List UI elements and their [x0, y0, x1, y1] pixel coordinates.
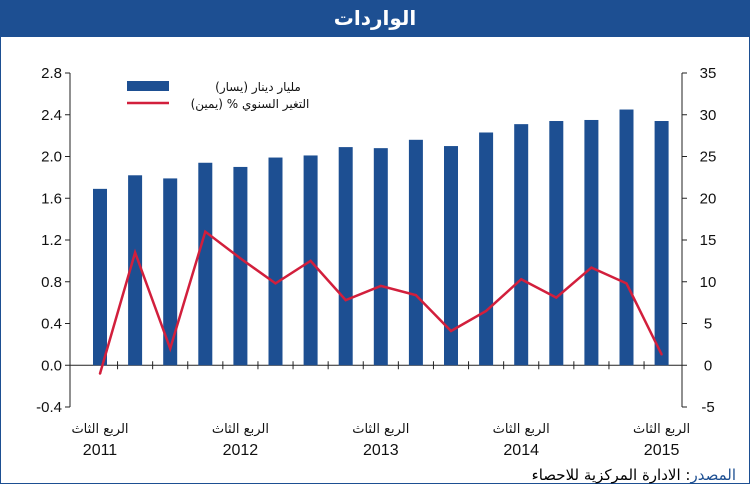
- left-tick-label: 2.4: [41, 107, 62, 124]
- line-point: [169, 347, 172, 350]
- chart-canvas: 2.82.42.01.61.20.80.40.0-0.4353025201510…: [36, 65, 716, 459]
- chart-legend: مليار دينار (يسار) التغير السنوي % (يمين): [127, 80, 309, 112]
- left-tick-label: 1.6: [41, 190, 62, 207]
- right-tick-label: -5: [701, 399, 714, 416]
- source-note: المصدر: الادارة المركزية للاحصاء: [532, 466, 736, 484]
- left-tick-label: -0.4: [36, 399, 62, 416]
- x-label-year: 2015: [644, 442, 680, 459]
- bar: [479, 132, 494, 366]
- right-tick-label: 35: [700, 65, 717, 82]
- bar: [654, 121, 669, 366]
- bar: [408, 139, 423, 366]
- x-label-quarter: الربع الثاث: [352, 422, 409, 437]
- x-axis-labels: الربع الثاث 2011 الربع الثاث 2012 الربع الثا…: [71, 422, 690, 459]
- line-point: [590, 266, 593, 269]
- bar: [373, 148, 388, 366]
- line-point: [660, 353, 663, 356]
- bar: [338, 147, 353, 366]
- left-tick-label: 2.8: [41, 65, 62, 82]
- line-point: [449, 329, 453, 333]
- left-tick-label: 0.8: [41, 274, 62, 291]
- chart-axes: 2.8 2.4 2.0 1.6 1.2 0.8 0.4 0.0 -0.4 35 30 25 20 15 10…: [36, 65, 716, 416]
- chart-title: الواردات: [333, 6, 417, 30]
- legend-line-label: التغير السنوي % (يمين): [191, 97, 310, 112]
- legend-bar-label: مليار دينار (يسار): [215, 80, 301, 95]
- right-tick-label: 5: [704, 316, 712, 333]
- x-label-quarter: الربع الثاث: [633, 422, 690, 437]
- line-point: [555, 296, 558, 299]
- left-tick-label: 1.2: [41, 232, 62, 249]
- line-point: [625, 282, 628, 285]
- x-label-quarter: الربع الثاث: [71, 422, 128, 437]
- right-tick-label: 25: [700, 149, 717, 166]
- source-label: المصدر: [690, 466, 736, 484]
- left-tick-label: 2.0: [41, 149, 62, 166]
- x-label-year: 2011: [83, 442, 118, 459]
- bar: [93, 188, 107, 366]
- bar: [163, 178, 178, 366]
- line-point: [344, 298, 347, 302]
- right-tick-label: 20: [700, 190, 717, 207]
- bar: [198, 162, 213, 366]
- right-tick-label: 0: [704, 357, 712, 374]
- x-label-year: 2014: [503, 442, 539, 459]
- bar: [549, 121, 564, 366]
- chart-header: الواردات: [0, 0, 750, 37]
- bar: [444, 146, 458, 366]
- right-tick-label: 10: [700, 274, 717, 291]
- bar: [619, 109, 634, 366]
- line-point: [98, 372, 102, 375]
- line-point: [520, 278, 523, 281]
- line-point: [133, 251, 137, 254]
- line-point: [204, 230, 207, 233]
- bar: [584, 119, 599, 366]
- bar-series: [93, 109, 669, 366]
- x-label-quarter: الربع الثاث: [493, 422, 550, 437]
- line-point: [274, 282, 277, 285]
- source-text: : الادارة المركزية للاحصاء: [531, 466, 691, 484]
- legend-bar-swatch: [127, 81, 169, 91]
- bar: [233, 166, 248, 366]
- line-point: [414, 293, 418, 297]
- line-point: [379, 284, 382, 288]
- line-series: [98, 229, 663, 375]
- x-label-quarter: الربع الثاث: [212, 422, 269, 437]
- x-label-year: 2013: [363, 442, 399, 459]
- line-point: [309, 259, 312, 263]
- bar: [268, 157, 283, 366]
- line-point: [484, 309, 488, 313]
- bar: [128, 175, 143, 366]
- right-tick-label: 15: [700, 232, 717, 249]
- line-point: [239, 257, 242, 260]
- x-label-year: 2012: [223, 442, 259, 459]
- left-tick-label: 0.4: [41, 316, 62, 333]
- right-tick-label: 30: [700, 107, 717, 124]
- bar: [514, 124, 529, 366]
- left-tick-label: 0.0: [41, 357, 62, 374]
